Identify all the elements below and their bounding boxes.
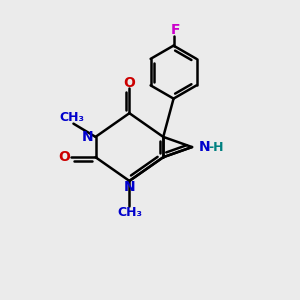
Text: O: O (58, 150, 70, 164)
Text: N: N (82, 130, 93, 144)
Text: CH₃: CH₃ (59, 111, 85, 124)
Text: N: N (124, 180, 135, 194)
Text: N: N (199, 140, 210, 154)
Text: F: F (170, 23, 180, 37)
Text: CH₃: CH₃ (117, 206, 142, 219)
Text: -H: -H (208, 141, 224, 154)
Text: O: O (124, 76, 135, 90)
